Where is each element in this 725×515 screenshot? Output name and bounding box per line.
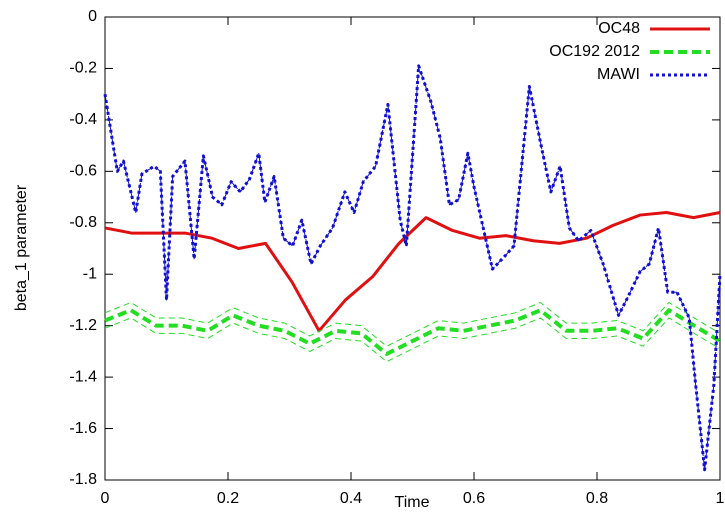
x-tick-label: 0.6 xyxy=(463,490,485,507)
x-tick-label: 0.2 xyxy=(217,490,239,507)
y-tick-label: -0.2 xyxy=(69,60,97,77)
y-tick-label: -0.8 xyxy=(69,214,97,231)
y-axis-label: beta_1 parameter xyxy=(13,184,30,311)
x-tick-label: 0.8 xyxy=(586,490,608,507)
y-tick-label: -0.6 xyxy=(69,163,97,180)
legend-label: OC48 xyxy=(598,20,640,37)
series-line xyxy=(104,308,722,356)
y-tick-label: -1.6 xyxy=(69,420,97,437)
legend-label: MAWI xyxy=(597,66,640,83)
x-tick-label: 0 xyxy=(101,490,110,507)
legend-label: OC192 2012 xyxy=(549,43,640,60)
plot-frame xyxy=(104,16,721,481)
y-tick-label: -1.4 xyxy=(69,368,97,385)
y-tick-label: -0.4 xyxy=(69,111,97,128)
x-tick-label: 1 xyxy=(716,490,725,507)
series-line xyxy=(103,64,722,472)
series-line xyxy=(104,210,721,333)
series-line-shadow xyxy=(104,65,721,471)
x-axis-label: Time xyxy=(395,494,430,511)
y-tick-label: -1.2 xyxy=(69,317,97,334)
y-tick-label: 0 xyxy=(88,8,97,25)
y-tick-label: -1 xyxy=(83,265,97,282)
x-tick-label: 0.4 xyxy=(340,490,362,507)
y-tick-label: -1.8 xyxy=(69,471,97,488)
